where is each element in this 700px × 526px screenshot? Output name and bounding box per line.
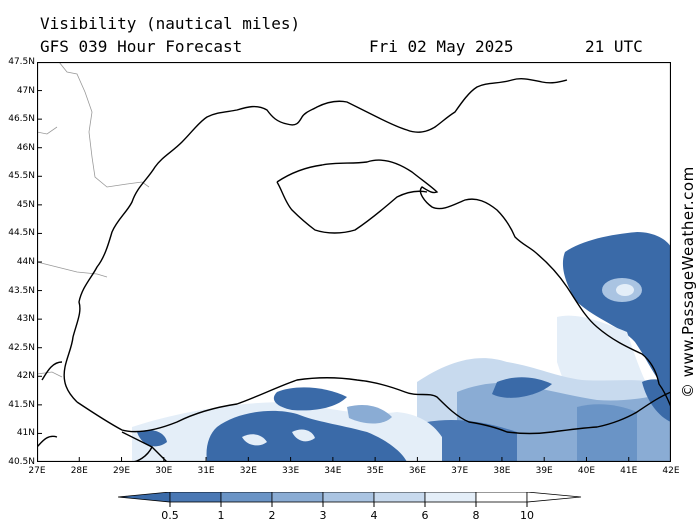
lon-label: 27E — [28, 466, 46, 476]
lat-label: 43N — [16, 314, 35, 325]
visibility-map — [37, 62, 671, 462]
lat-label: 40.5N — [8, 457, 35, 467]
lon-label: 29E — [112, 466, 131, 476]
lon-label: 41E — [620, 466, 638, 476]
lat-label: 45.5N — [8, 171, 35, 182]
lon-label: 38E — [493, 466, 511, 476]
lon-label: 42E — [662, 466, 680, 476]
credit-text: © www.PassageWeather.com — [679, 166, 697, 398]
country-borders — [37, 62, 150, 378]
map-frame — [37, 62, 671, 462]
lon-label: 39E — [535, 466, 553, 476]
lat-label: 46.5N — [8, 114, 35, 125]
black-sea-coastline — [37, 78, 671, 462]
lon-label: 37E — [451, 466, 469, 476]
lon-label: 31E — [197, 466, 215, 476]
lat-label: 47N — [16, 85, 35, 96]
legend-label: 10 — [520, 509, 534, 522]
legend-label: 4 — [370, 509, 378, 522]
model-title: GFS 039 Hour Forecast — [40, 37, 243, 56]
lat-label: 42N — [16, 371, 35, 382]
forecast-date: Fri 02 May 2025 — [369, 37, 514, 56]
visibility-shading — [132, 232, 671, 462]
lat-label: 44.5N — [8, 228, 35, 239]
lat-label: 41.5N — [8, 399, 35, 410]
lon-label: 36E — [408, 466, 426, 476]
lon-label: 34E — [324, 466, 342, 476]
lon-label: 33E — [282, 466, 300, 476]
lat-label: 41N — [16, 428, 35, 439]
legend-label: 6 — [421, 509, 429, 522]
lon-label: 40E — [577, 466, 596, 476]
lat-label: 47.5N — [8, 57, 35, 67]
forecast-time: 21 UTC — [585, 37, 643, 56]
lon-label: 35E — [366, 466, 384, 476]
variable-title: Visibility (nautical miles) — [40, 14, 301, 33]
grid-ticks — [37, 62, 671, 462]
visibility-legend — [118, 492, 582, 507]
lon-label: 32E — [239, 466, 257, 476]
legend-label: 8 — [472, 509, 480, 522]
lat-label: 46N — [16, 142, 35, 153]
lat-label: 42.5N — [8, 342, 35, 353]
lon-label: 30E — [155, 466, 173, 476]
legend-label: 3 — [319, 509, 327, 522]
lon-label: 28E — [70, 466, 88, 476]
legend-label: 2 — [268, 509, 276, 522]
legend-label: 1 — [217, 509, 225, 522]
lat-label: 45N — [16, 199, 35, 210]
lat-label: 44N — [16, 257, 35, 267]
lat-label: 43.5N — [8, 285, 35, 296]
legend-label: 0.5 — [161, 509, 179, 522]
